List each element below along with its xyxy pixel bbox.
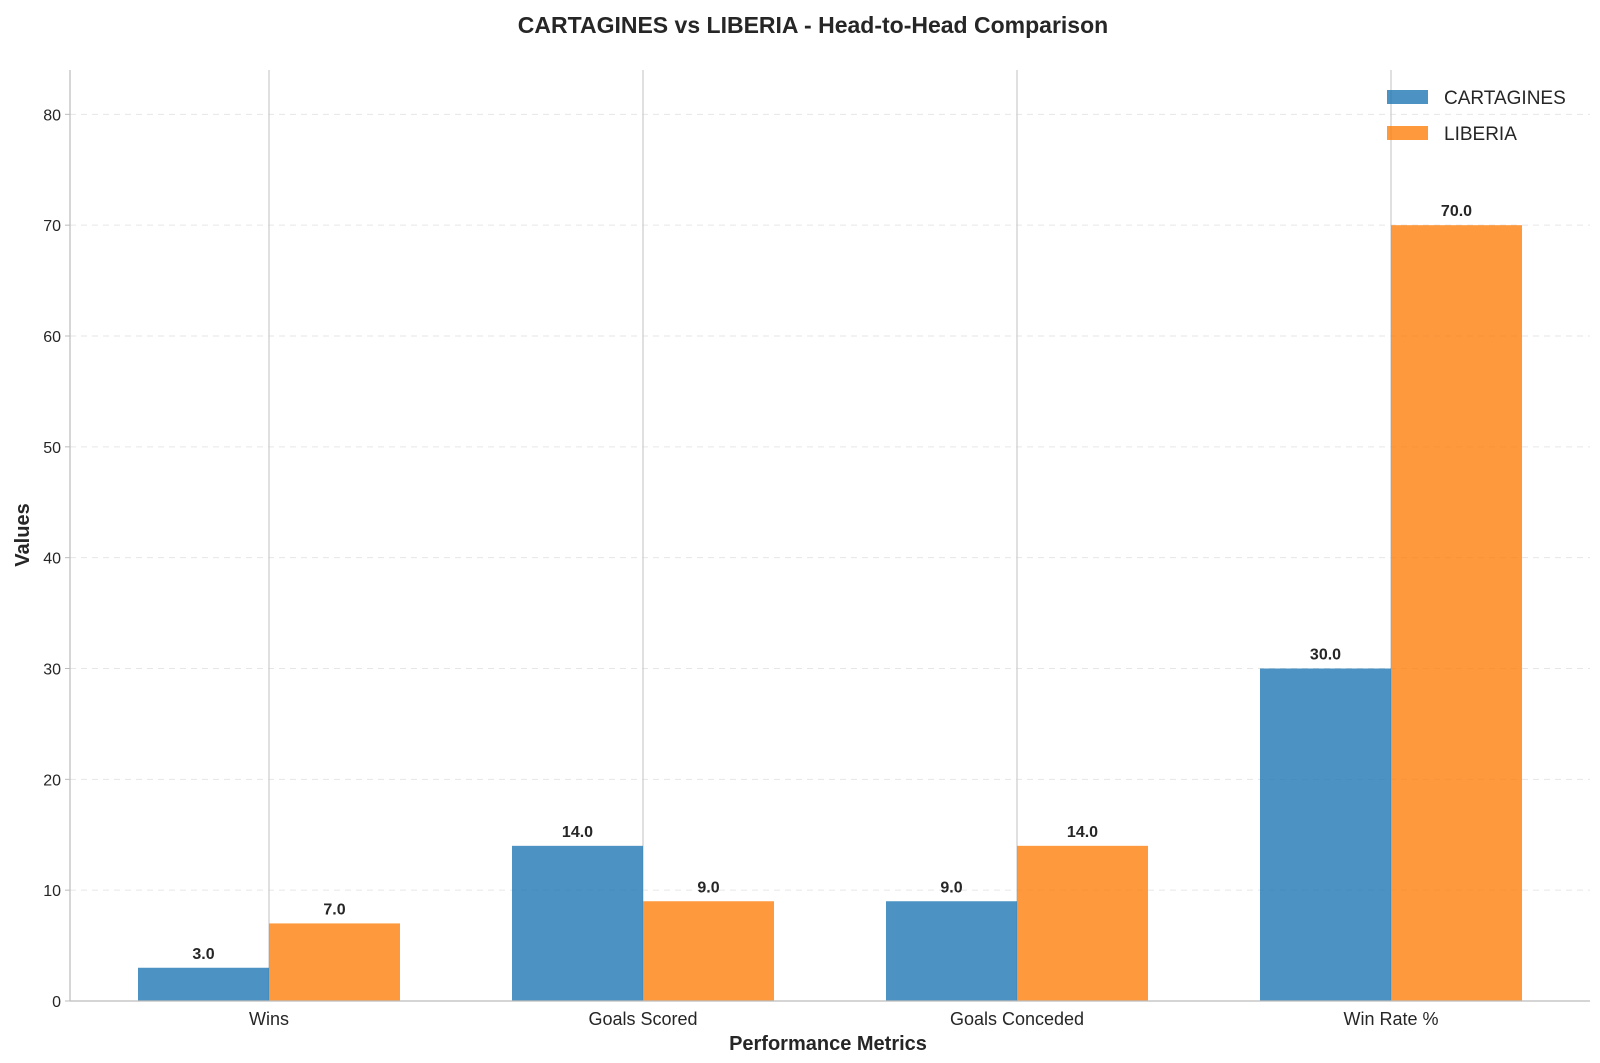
x-tick-label: Goals Conceded [950,1009,1084,1029]
bar-cartagines-1 [512,845,643,1001]
y-tick-label: 10 [43,883,61,900]
y-tick-label: 20 [43,772,61,789]
bar-liberia-3 [1391,225,1522,1001]
y-tick-label: 70 [43,218,61,235]
y-tick-label: 60 [43,329,61,346]
x-tick-label: Goals Scored [588,1009,697,1029]
bar-cartagines-2 [886,901,1017,1001]
y-tick-label: 0 [52,994,61,1011]
y-tick-label: 30 [43,662,61,679]
data-label: 14.0 [1067,824,1098,841]
x-tick-label: Wins [249,1009,289,1029]
bar-cartagines-0 [138,967,269,1001]
bar-liberia-2 [1017,845,1148,1001]
x-tick-label: Win Rate % [1343,1009,1438,1029]
x-axis-label: Performance Metrics [729,1033,927,1055]
legend: CARTAGINES LIBERIA [1387,88,1566,145]
data-label: 14.0 [562,824,593,841]
data-label: 70.0 [1441,203,1472,220]
chart-title: CARTAGINES vs LIBERIA - Head-to-Head Com… [518,12,1108,38]
legend-swatch-cartagines [1387,90,1428,104]
data-label: 7.0 [323,901,345,918]
x-ticks: Wins Goals Scored Goals Conceded Win Rate % [249,1009,1439,1029]
y-tick-label: 50 [43,440,61,457]
bars [138,225,1522,1001]
y-axis-label: Values [12,503,34,566]
y-ticks: 0 10 20 30 40 50 60 70 80 [43,107,70,1011]
data-label: 9.0 [940,879,962,896]
bar-liberia-0 [269,923,400,1001]
y-tick-label: 80 [43,107,61,124]
data-label: 30.0 [1310,647,1341,664]
legend-label-liberia: LIBERIA [1444,124,1517,145]
bar-cartagines-3 [1260,668,1391,1001]
data-label: 3.0 [192,946,214,963]
data-labels: 3.0 14.0 9.0 30.0 7.0 9.0 14.0 70.0 [192,203,1472,963]
bar-liberia-1 [643,901,774,1001]
legend-swatch-liberia [1387,126,1428,140]
legend-label-cartagines: CARTAGINES [1444,88,1566,109]
data-label: 9.0 [697,879,719,896]
y-tick-label: 40 [43,551,61,568]
